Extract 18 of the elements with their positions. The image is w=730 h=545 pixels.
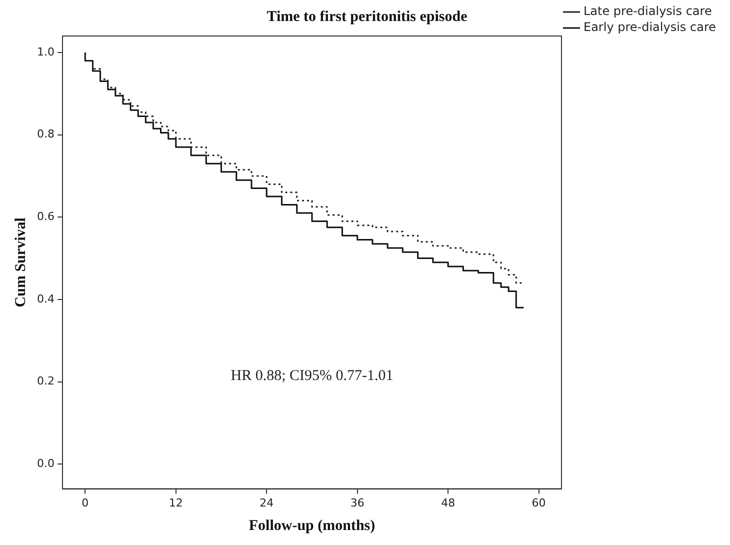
x-axis-title: Follow-up (months) (248, 518, 376, 534)
y-tick-label: 0.4 (36, 292, 54, 306)
y-tick-label: 1.0 (36, 45, 54, 58)
legend-label: Early pre-dialysis care (583, 20, 716, 34)
y-tick-label: 0.2 (36, 374, 54, 388)
y-tick-label: 0.0 (36, 456, 54, 470)
x-tick-label: 12 (168, 496, 183, 510)
annotation: HR 0.88; CI95% 0.77-1.01 (230, 368, 394, 384)
y-tick-label: 0.6 (36, 210, 54, 223)
x-tick-label: 24 (260, 496, 274, 510)
chart-title: Time to first peritonitis episode (266, 8, 468, 25)
y-tick-label: 0.8 (36, 128, 54, 141)
y-axis-title: Cum Survival (12, 218, 29, 308)
x-tick-label: 36 (350, 496, 364, 510)
legend-label: Late pre-dialysis care (583, 4, 712, 18)
x-tick-label: 0 (82, 496, 89, 510)
x-tick-label: 60 (532, 496, 546, 510)
x-tick-label: 48 (441, 496, 456, 510)
